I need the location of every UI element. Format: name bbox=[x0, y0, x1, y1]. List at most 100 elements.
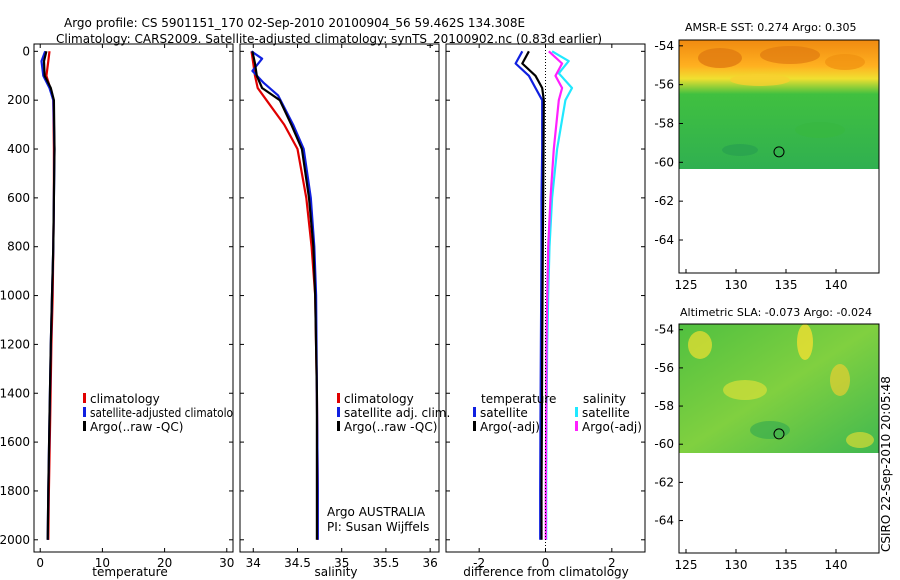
y-tick-label: 800 bbox=[7, 240, 30, 254]
salinity-legend: climatology satellite adj. clim. Argo(..… bbox=[327, 392, 450, 534]
legend-swatch-black bbox=[337, 421, 340, 431]
legend-label: satellite adj. clim. bbox=[344, 406, 450, 420]
x-tick-label: 10 bbox=[95, 556, 110, 570]
temperature-ticks: 0 10 20 30 0 200 400 600 800 1000 1200 1400 1600 1800… bbox=[0, 44, 234, 570]
temperature-axes bbox=[33, 43, 234, 553]
temperature-legend: climatology satellite-adjusted climatolo… bbox=[83, 392, 233, 434]
legend-label: Argo(..raw -QC) bbox=[90, 420, 183, 434]
x-tick-label: 130 bbox=[725, 558, 748, 572]
series-line-black bbox=[251, 51, 318, 540]
difference-xlabel: difference from climatology bbox=[463, 565, 629, 579]
series-line-magenta bbox=[544, 50, 564, 540]
temperature-xlabel: temperature bbox=[92, 565, 167, 579]
title-line-1: Argo profile: CS 5901151_170 02-Sep-2010… bbox=[64, 16, 525, 30]
sla-high-patch bbox=[797, 324, 813, 360]
x-tick-label: 20 bbox=[157, 556, 172, 570]
y-tick-label: -62 bbox=[654, 475, 674, 489]
sst-map-ticks: 125 130 135 140 -54 -56 -58 -60 -62 -64 bbox=[654, 39, 847, 292]
series-line-red bbox=[250, 51, 319, 540]
x-tick-label: 135 bbox=[775, 278, 798, 292]
x-tick-label: 30 bbox=[219, 556, 234, 570]
sst-map-title: AMSR-E SST: 0.274 Argo: 0.305 bbox=[685, 21, 857, 34]
legend-swatch-cyan bbox=[575, 407, 578, 417]
y-tick-label: -54 bbox=[654, 39, 674, 53]
sla-high-patch bbox=[846, 432, 874, 448]
y-tick-label: 1800 bbox=[0, 484, 30, 498]
y-tick-label: -58 bbox=[654, 116, 674, 130]
y-tick-label: 1400 bbox=[0, 386, 30, 400]
sla-map-axes bbox=[678, 323, 880, 554]
legend-label: climatology bbox=[344, 392, 414, 406]
x-tick-label: 125 bbox=[675, 558, 698, 572]
sla-high-patch bbox=[830, 364, 850, 396]
x-tick-label: -2 bbox=[473, 556, 485, 570]
salinity-xlabel: salinity bbox=[314, 565, 357, 579]
legend-swatch-blue bbox=[473, 407, 476, 417]
salinity-series bbox=[250, 50, 319, 540]
x-tick-label: 35.5 bbox=[373, 556, 400, 570]
x-tick-label: 34 bbox=[246, 556, 261, 570]
difference-ticks: -2 0 2 bbox=[446, 44, 645, 570]
sla-map-title: Altimetric SLA: -0.073 Argo: -0.024 bbox=[680, 306, 872, 319]
sst-warm-patch bbox=[760, 46, 820, 64]
legend-label: Argo(..raw -QC) bbox=[344, 420, 437, 434]
sla-high-patch bbox=[688, 331, 712, 359]
float-location-marker bbox=[773, 146, 785, 158]
sst-cool-patch bbox=[722, 144, 758, 156]
legend-label: satellite bbox=[582, 406, 630, 420]
x-tick-label: 34.5 bbox=[284, 556, 311, 570]
sst-mid-patch bbox=[730, 74, 790, 86]
series-line-black bbox=[521, 50, 545, 540]
sla-low-patch bbox=[750, 421, 790, 439]
legend-label: climatology bbox=[90, 392, 160, 406]
x-tick-label: 36 bbox=[423, 556, 438, 570]
sst-cool-patch bbox=[795, 122, 845, 138]
y-tick-label: 1000 bbox=[0, 289, 30, 303]
salinity-ticks: 34 34.5 35 35.5 36 bbox=[240, 44, 439, 570]
sst-map bbox=[679, 40, 879, 169]
sla-high-patch bbox=[723, 380, 767, 400]
legend-swatch-red bbox=[83, 393, 86, 403]
y-tick-label: 2000 bbox=[0, 533, 30, 547]
legend-swatch-blue bbox=[337, 407, 340, 417]
series-line-black bbox=[42, 51, 56, 540]
x-tick-label: 0 bbox=[36, 556, 44, 570]
series-line-cyan bbox=[545, 50, 574, 540]
legend-swatch-black bbox=[83, 421, 86, 431]
x-tick-label: 140 bbox=[825, 558, 848, 572]
y-tick-label: -64 bbox=[654, 233, 674, 247]
y-tick-label: 400 bbox=[7, 142, 30, 156]
y-tick-label: 200 bbox=[7, 93, 30, 107]
y-tick-label: -60 bbox=[654, 437, 674, 451]
legend-title-temperature: temperature bbox=[481, 392, 556, 406]
y-tick-label: 600 bbox=[7, 191, 30, 205]
legend-label: Argo(-adj) bbox=[582, 420, 642, 434]
difference-series bbox=[514, 50, 574, 540]
legend-label: satellite-adjusted climatolo bbox=[90, 406, 233, 420]
x-tick-label: 140 bbox=[825, 278, 848, 292]
x-tick-label: 35 bbox=[334, 556, 349, 570]
annotation-line-2: PI: Susan Wijffels bbox=[327, 520, 429, 534]
x-tick-label: 135 bbox=[775, 558, 798, 572]
y-tick-label: -54 bbox=[654, 323, 674, 337]
temperature-series bbox=[40, 50, 56, 540]
x-tick-label: 130 bbox=[725, 278, 748, 292]
x-tick-label: 0 bbox=[542, 556, 550, 570]
salinity-axes bbox=[239, 43, 440, 553]
sst-map-axes bbox=[678, 39, 880, 274]
legend-swatch-black bbox=[473, 421, 476, 431]
y-tick-label: -58 bbox=[654, 399, 674, 413]
sla-map-ticks: 125 130 135 140 -54 -56 -58 -60 -62 -64 bbox=[654, 323, 847, 572]
legend-title-salinity: salinity bbox=[583, 392, 626, 406]
legend-swatch-magenta bbox=[575, 421, 578, 431]
y-tick-label: -60 bbox=[654, 155, 674, 169]
float-location-marker bbox=[773, 428, 785, 440]
sst-warm-patch bbox=[825, 54, 865, 70]
sla-map bbox=[679, 324, 879, 453]
difference-legend: temperature salinity satellite Argo(-adj… bbox=[473, 392, 642, 434]
sst-warm-patch bbox=[698, 48, 742, 68]
legend-swatch-blue bbox=[83, 407, 86, 417]
y-tick-label: -62 bbox=[654, 194, 674, 208]
y-tick-label: -56 bbox=[654, 361, 674, 375]
